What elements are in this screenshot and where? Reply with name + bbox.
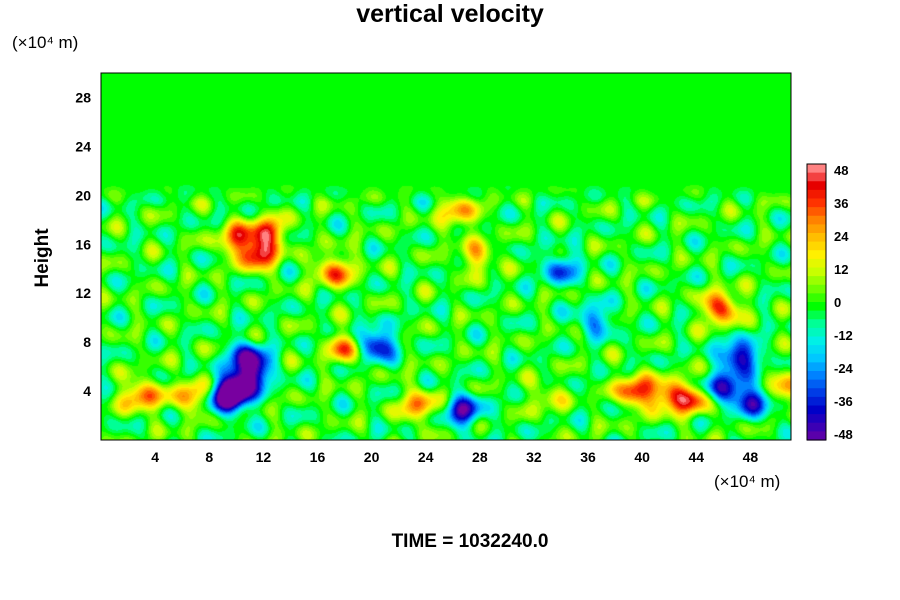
colorbar-swatch: [807, 371, 826, 381]
x-tick-label: 4: [151, 449, 159, 465]
colorbar-tick-label: 12: [834, 262, 848, 277]
colorbar-tick-label: 48: [834, 163, 848, 178]
colorbar-swatch: [807, 422, 826, 432]
colorbar-tick-label: -36: [834, 394, 853, 409]
x-tick-label: 8: [205, 449, 213, 465]
colorbar-swatch: [807, 379, 826, 389]
colorbar: 48 36 24 12 0 -12 -24 -36 -48: [806, 163, 854, 442]
colorbar-swatch: [807, 233, 826, 243]
colorbar-swatch: [807, 310, 826, 320]
y-tick-label: 20: [75, 187, 91, 203]
colorbar-swatch: [807, 241, 826, 251]
velocity-field-heatmap: [101, 73, 791, 440]
colorbar-swatch: [807, 345, 826, 355]
y-tick-label: 24: [75, 138, 91, 154]
x-tick-label: 16: [310, 449, 326, 465]
x-tick-label: 24: [418, 449, 434, 465]
colorbar-swatch: [807, 267, 826, 277]
colorbar-swatch: [807, 302, 826, 312]
x-tick-label: 28: [472, 449, 488, 465]
colorbar-swatch: [807, 405, 826, 415]
colorbar-swatch: [807, 224, 826, 234]
y-tick-label: 8: [83, 334, 91, 350]
x-axis-ticks: 4 8 12 16 20 24 28 32 36 40 44 48: [151, 449, 758, 465]
colorbar-swatch: [807, 327, 826, 338]
colorbar-frame: [806, 163, 827, 441]
y-tick-label: 16: [75, 236, 91, 252]
colorbar-tick-label: 0: [834, 295, 841, 310]
colorbar-tick-label: -48: [834, 427, 853, 442]
x-tick-label: 36: [580, 449, 596, 465]
x-tick-label: 48: [743, 449, 759, 465]
colorbar-swatch: [807, 258, 826, 269]
chart-title: vertical velocity: [356, 0, 544, 28]
colorbar-swatch: [807, 336, 826, 346]
colorbar-swatch: [807, 362, 826, 372]
x-tick-label: 40: [634, 449, 650, 465]
colorbar-swatch: [807, 172, 826, 182]
x-tick-label: 20: [364, 449, 380, 465]
plot-frame: [100, 72, 792, 441]
colorbar-tick-label: -12: [834, 328, 853, 343]
x-tick-label: 44: [689, 449, 705, 465]
y-tick-label: 28: [75, 89, 91, 105]
colorbar-tick-label: 24: [834, 229, 849, 244]
y-axis-unit: (×10⁴ m): [12, 33, 79, 52]
plot-area: [100, 72, 792, 441]
colorbar-swatch: [807, 319, 826, 329]
colorbar-swatch: [807, 353, 826, 363]
colorbar-swatch: [807, 164, 826, 174]
colorbar-swatch: [807, 250, 826, 260]
x-tick-label: 12: [256, 449, 272, 465]
x-tick-label: 32: [526, 449, 542, 465]
y-tick-label: 4: [83, 383, 91, 399]
colorbar-swatch: [807, 293, 826, 303]
colorbar-swatch: [807, 388, 826, 398]
y-axis-ticks: 4 8 12 16 20 24 28: [75, 89, 91, 399]
colorbar-swatch: [807, 414, 826, 424]
colorbar-swatch: [807, 181, 826, 191]
colorbar-swatch: [807, 189, 826, 200]
colorbar-tick-label: 36: [834, 196, 848, 211]
time-label: TIME = 1032240.0: [391, 531, 549, 552]
colorbar-swatch: [807, 431, 826, 441]
colorbar-swatch: [807, 284, 826, 294]
colorbar-tick-label: -24: [834, 361, 854, 376]
colorbar-swatch: [807, 215, 826, 225]
colorbar-swatch: [807, 207, 826, 217]
y-tick-label: 12: [75, 285, 91, 301]
x-axis-unit: (×10⁴ m): [714, 472, 781, 491]
colorbar-swatch: [807, 198, 826, 208]
colorbar-swatch: [807, 276, 826, 286]
colorbar-swatch: [807, 396, 826, 407]
